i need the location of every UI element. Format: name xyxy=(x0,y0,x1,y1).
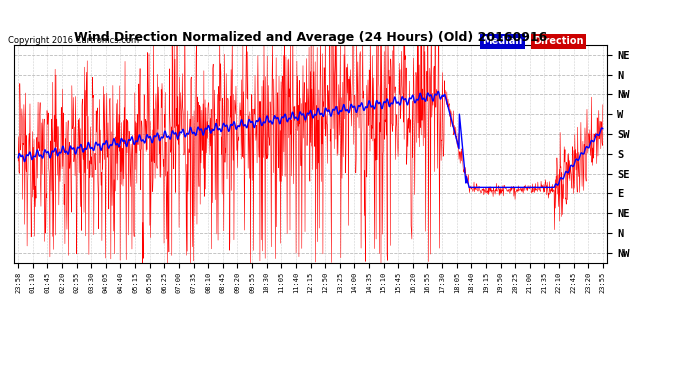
Text: Median: Median xyxy=(482,36,523,46)
Title: Wind Direction Normalized and Average (24 Hours) (Old) 20160916: Wind Direction Normalized and Average (2… xyxy=(74,31,547,44)
Text: Direction: Direction xyxy=(533,36,584,46)
Text: Copyright 2016 Cartronics.com: Copyright 2016 Cartronics.com xyxy=(8,36,139,45)
